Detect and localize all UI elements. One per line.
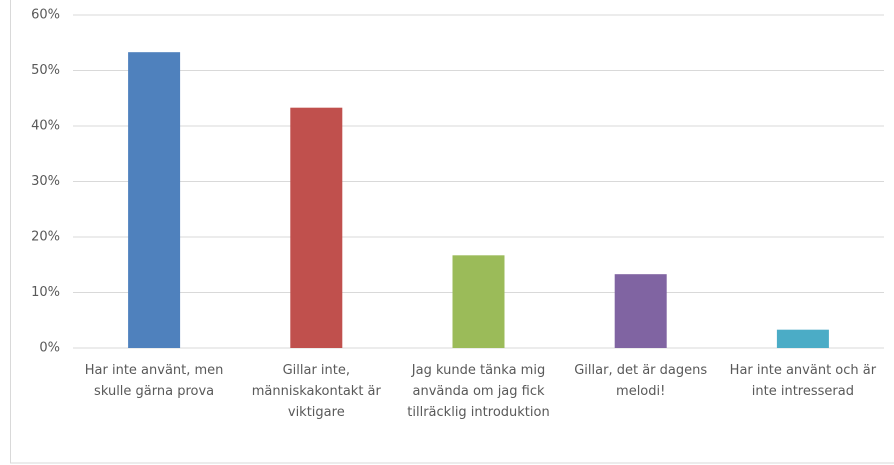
y-tick-label: 20% [31, 230, 60, 245]
x-tick-label: Gillar inte, människakontakt är viktigar… [251, 363, 381, 420]
y-tick-label: 60% [31, 8, 60, 23]
bar [614, 274, 667, 348]
y-tick-label: 30% [31, 174, 60, 189]
x-tick-label: Har inte använt, men skulle gärna prova [84, 363, 224, 399]
chart-frame [10, 0, 894, 464]
y-tick-label: 10% [31, 285, 60, 300]
x-tick-label: Gillar, det är dagens melodi! [574, 363, 708, 399]
y-tick-label: 50% [31, 63, 60, 78]
x-tick-label: Jag kunde tänka mig använda om jag fick … [407, 363, 550, 420]
x-tick-label: Har inte använt och är inte intresserad [729, 363, 877, 399]
y-tick-label: 0% [39, 341, 60, 356]
bar [452, 255, 505, 348]
y-tick-label: 40% [31, 119, 60, 134]
bar [128, 52, 181, 349]
bar [290, 107, 343, 348]
bar [776, 329, 829, 348]
